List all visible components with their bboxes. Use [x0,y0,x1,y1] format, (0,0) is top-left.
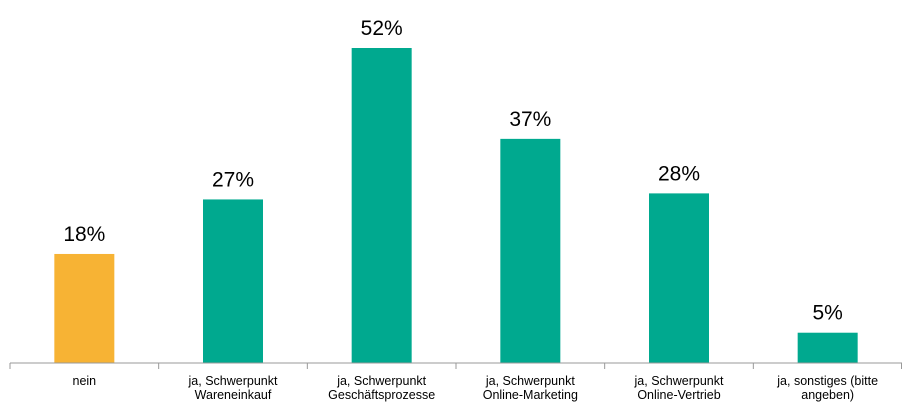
bar [797,332,858,363]
x-tick-label: Online-Vertrieb [637,388,720,402]
bar [500,138,561,363]
value-label: 18% [63,223,105,246]
x-tick-label: Online-Marketing [483,388,578,402]
bar [649,193,709,363]
x-tick-label: ja, Schwerpunkt [336,374,426,388]
x-tick-label: Geschäftsprozesse [328,388,435,402]
bar [203,199,263,363]
x-tick-label: ja, Schwerpunkt [188,374,278,388]
x-tick-label: ja, sonstiges (bitte [776,374,878,388]
bar [54,253,115,363]
x-tick-label: nein [73,374,97,388]
x-tick-label: ja, Schwerpunkt [485,374,575,388]
value-label: 28% [658,162,700,185]
value-label: 27% [212,168,254,191]
x-tick-label: angeben) [801,388,854,402]
x-tick-label: Wareneinkauf [195,388,272,402]
value-label: 37% [509,108,551,131]
value-label: 5% [812,302,842,325]
x-tick-label: ja, Schwerpunkt [634,374,724,388]
bar [351,48,412,363]
value-label: 52% [361,17,403,40]
